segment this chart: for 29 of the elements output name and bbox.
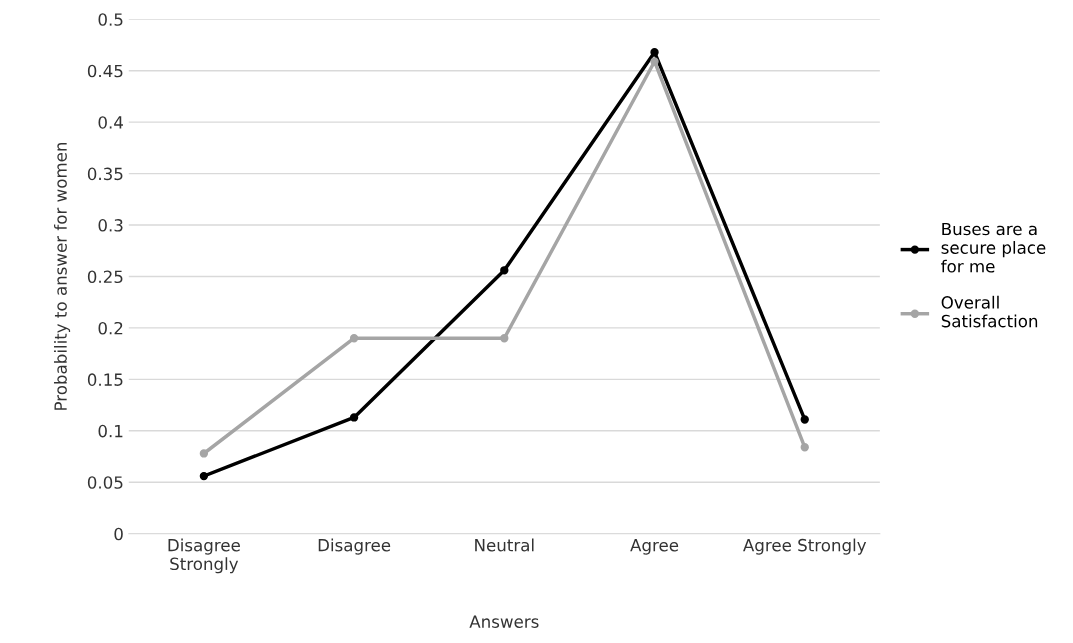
legend-label: Overall Satisfaction xyxy=(941,295,1038,328)
point xyxy=(349,334,359,343)
x-tick-label: Agree Strongly xyxy=(743,538,867,555)
point xyxy=(500,334,509,343)
y-tick-label: 0.5 xyxy=(98,13,123,26)
point xyxy=(650,48,659,57)
x-tick-label: Agree xyxy=(630,539,679,555)
x-axis-title: Answers xyxy=(469,615,539,628)
y-tick-label: 0.15 xyxy=(87,373,123,386)
point xyxy=(349,413,359,422)
y-tick-label: 0.05 xyxy=(87,476,123,489)
legend-label: Buses are a secure place for me xyxy=(941,222,1046,273)
y-tick-label: 0.25 xyxy=(87,270,123,284)
y-tick-label: 0.45 xyxy=(87,64,123,78)
y-tick-label: 0.2 xyxy=(98,321,123,335)
point xyxy=(199,449,209,458)
y-tick-label: 0.3 xyxy=(98,219,123,232)
y-tick-label: 0.35 xyxy=(87,167,123,181)
x-tick-label: Disagree Strongly xyxy=(168,538,240,574)
point xyxy=(199,471,209,481)
y-tick-label: 0.4 xyxy=(98,116,123,129)
x-tick-label: Neutral xyxy=(475,538,534,552)
y-tick-label: 0 xyxy=(114,527,123,541)
point xyxy=(500,266,509,275)
y-tick-label: 0.1 xyxy=(98,424,123,438)
x-tick-label: Disagree xyxy=(318,538,391,555)
point xyxy=(800,443,809,452)
point xyxy=(800,415,809,424)
y-axis-title: Probability to answer for women xyxy=(53,142,71,410)
